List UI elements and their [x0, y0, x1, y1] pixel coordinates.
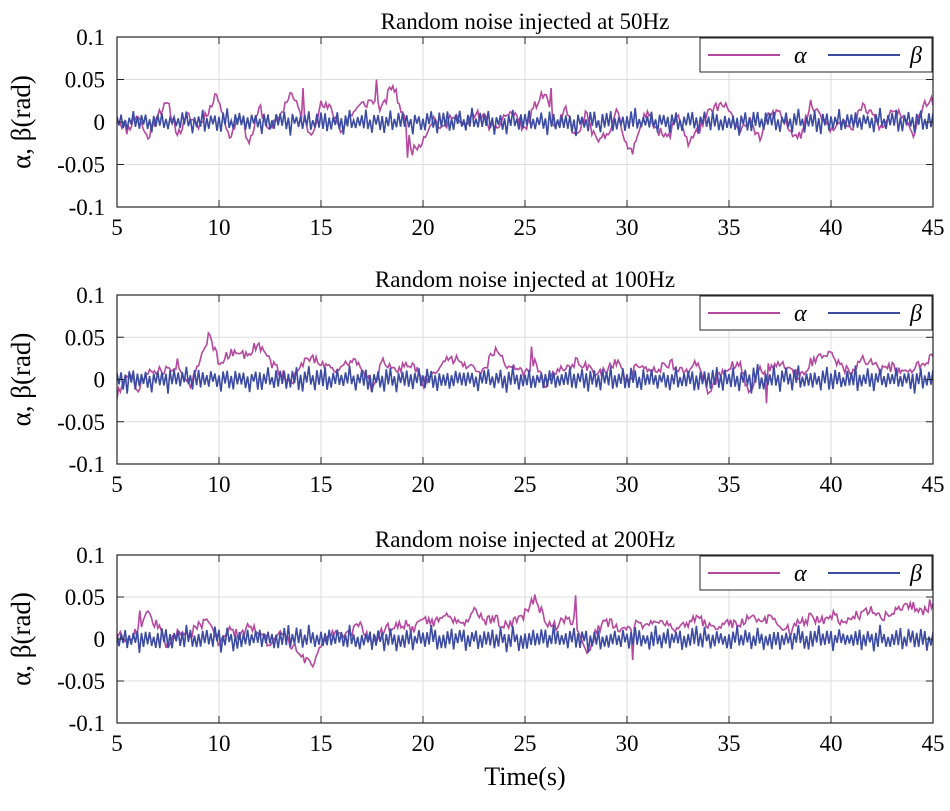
legend-beta-label: β — [909, 43, 922, 69]
x-tick-label: 40 — [820, 731, 843, 756]
x-tick-label: 20 — [412, 215, 435, 240]
y-tick-label: 0.05 — [65, 68, 105, 93]
y-tick-label: 0.1 — [76, 543, 105, 568]
x-tick-label: 10 — [208, 731, 231, 756]
legend-alpha-label: α — [794, 301, 807, 327]
subplot-2: 5 10 15 20 25 30 35 40 45 0.1 0.05 0 -0.05 -0.1 Random… — [6, 267, 945, 497]
x-tick-label: 25 — [514, 215, 537, 240]
series-beta-line — [117, 624, 933, 653]
x-tick-label: 30 — [616, 731, 639, 756]
x-tick-label: 45 — [922, 731, 945, 756]
y-tick-label: 0.05 — [65, 585, 105, 610]
y-tick-label: 0.05 — [65, 325, 105, 350]
series-beta-line — [117, 364, 933, 394]
x-tick-label: 30 — [616, 472, 639, 497]
x-tick-label: 10 — [208, 215, 231, 240]
x-tick-label: 15 — [310, 731, 333, 756]
y-tick-label: 0.1 — [76, 283, 105, 308]
subplot-3: 5 10 15 20 25 30 35 40 45 0.1 0.05 0 -0.05 -0.1 Random… — [6, 527, 945, 791]
x-tick-label: 5 — [111, 731, 123, 756]
legend-alpha-label: α — [794, 561, 807, 587]
legend-beta-label: β — [909, 301, 922, 327]
subplot-title: Random noise injected at 100Hz — [375, 267, 675, 292]
x-tick-label: 45 — [922, 215, 945, 240]
subplot-1: 5 10 15 20 25 30 35 40 45 0.1 0.05 0 -0.05 -0.1 Random… — [6, 9, 945, 240]
x-tick-label: 20 — [412, 731, 435, 756]
y-axis-label: α, β(rad) — [6, 75, 36, 169]
x-tick-label: 5 — [111, 472, 123, 497]
x-tick-label: 10 — [208, 472, 231, 497]
x-tick-label: 25 — [514, 472, 537, 497]
y-tick-label: 0.1 — [76, 25, 105, 50]
x-tick-label: 35 — [718, 472, 741, 497]
legend-beta-label: β — [909, 561, 922, 587]
y-tick-label: 0 — [94, 368, 106, 393]
series-alpha-line — [117, 79, 933, 158]
x-axis-label: Time(s) — [484, 762, 565, 791]
y-axis-label: α, β(rad) — [6, 592, 36, 686]
x-tick-label: 30 — [616, 215, 639, 240]
series-beta-line — [117, 107, 933, 137]
subplot-title: Random noise injected at 200Hz — [375, 527, 675, 552]
x-tick-label: 15 — [310, 472, 333, 497]
x-tick-label: 40 — [820, 472, 843, 497]
x-tick-label: 40 — [820, 215, 843, 240]
x-tick-label: 25 — [514, 731, 537, 756]
x-tick-label: 20 — [412, 472, 435, 497]
y-tick-label: -0.1 — [69, 711, 105, 736]
x-tick-label: 5 — [111, 215, 123, 240]
series-alpha-line — [117, 594, 933, 669]
y-tick-label: 0 — [94, 110, 106, 135]
x-tick-label: 35 — [718, 215, 741, 240]
x-tick-label: 35 — [718, 731, 741, 756]
y-axis-label: α, β(rad) — [6, 333, 36, 427]
x-tick-label: 45 — [922, 472, 945, 497]
subplot-title: Random noise injected at 50Hz — [381, 9, 670, 34]
y-tick-label: -0.05 — [57, 669, 105, 694]
x-tick-label: 15 — [310, 215, 333, 240]
y-tick-label: -0.05 — [57, 410, 105, 435]
y-tick-label: -0.05 — [57, 153, 105, 178]
y-tick-label: -0.1 — [69, 195, 105, 220]
legend-alpha-label: α — [794, 43, 807, 69]
y-tick-label: -0.1 — [69, 452, 105, 477]
y-tick-label: 0 — [94, 627, 106, 652]
